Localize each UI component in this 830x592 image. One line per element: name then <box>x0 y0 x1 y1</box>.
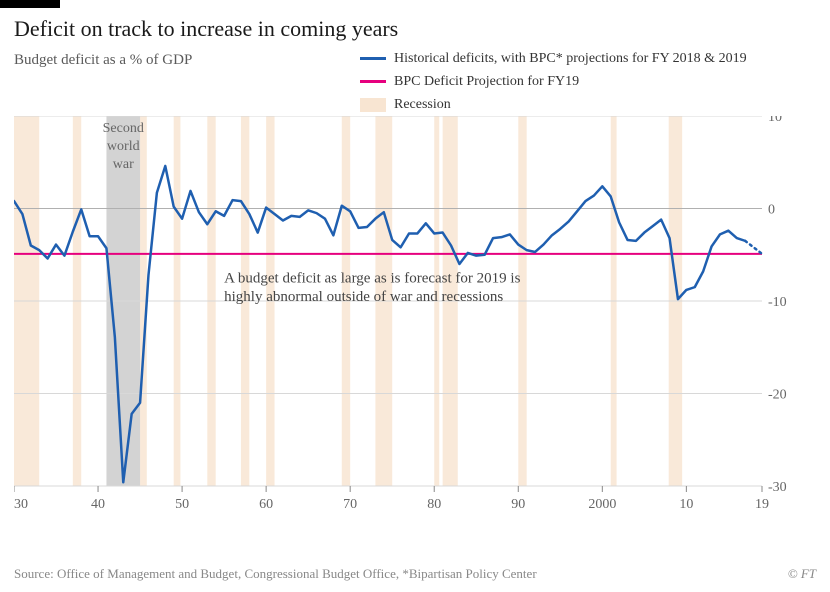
chart-subtitle: Budget deficit as a % of GDP <box>14 52 192 69</box>
x-tick-label: 19 <box>755 497 769 512</box>
y-tick-label: -20 <box>768 388 787 403</box>
x-tick-label: 70 <box>343 497 357 512</box>
legend-swatch-historical <box>360 57 386 60</box>
legend-item-historical: Historical deficits, with BPC* projectio… <box>360 48 747 69</box>
x-tick-label: 40 <box>91 497 105 512</box>
header-accent-bar <box>0 0 60 8</box>
body-annotation: A budget deficit as large as is forecast… <box>224 271 520 287</box>
legend-swatch-projection <box>360 80 386 83</box>
body-annotation: highly abnormal outside of war and reces… <box>224 289 503 305</box>
legend-item-projection: BPC Deficit Projection for FY19 <box>360 71 747 92</box>
x-tick-label: 60 <box>259 497 273 512</box>
y-tick-label: 0 <box>768 203 775 218</box>
x-tick-label: 10 <box>679 497 693 512</box>
chart-copyright: © FT <box>788 566 816 582</box>
y-tick-label: -30 <box>768 480 787 495</box>
ww2-label: war <box>113 157 134 172</box>
chart-plot-area: 10 0 -10 -20 -30 1930 40 50 60 70 80 90 2000 10 19 Seco… <box>14 116 794 516</box>
legend-swatch-recession <box>360 98 386 112</box>
x-tick-label: 90 <box>511 497 525 512</box>
chart-title: Deficit on track to increase in coming y… <box>14 16 398 42</box>
y-tick-label: -10 <box>768 295 787 310</box>
ww2-label: Second <box>103 121 144 136</box>
legend-label-historical: Historical deficits, with BPC* projectio… <box>394 48 747 69</box>
y-tick-label: 10 <box>768 116 782 125</box>
chart-legend: Historical deficits, with BPC* projectio… <box>360 48 747 117</box>
ww2-label: world <box>107 139 140 154</box>
chart-svg: 10 0 -10 -20 -30 1930 40 50 60 70 80 90 2000 10 19 Seco… <box>14 116 794 516</box>
projection-dotted-line <box>745 241 762 254</box>
legend-label-projection: BPC Deficit Projection for FY19 <box>394 71 579 92</box>
chart-source: Source: Office of Management and Budget,… <box>14 566 537 582</box>
x-tick-label: 1930 <box>14 497 28 512</box>
x-tick-label: 80 <box>427 497 441 512</box>
x-tick-label: 50 <box>175 497 189 512</box>
legend-item-recession: Recession <box>360 94 747 115</box>
legend-label-recession: Recession <box>394 94 451 115</box>
x-tick-label: 2000 <box>588 497 616 512</box>
